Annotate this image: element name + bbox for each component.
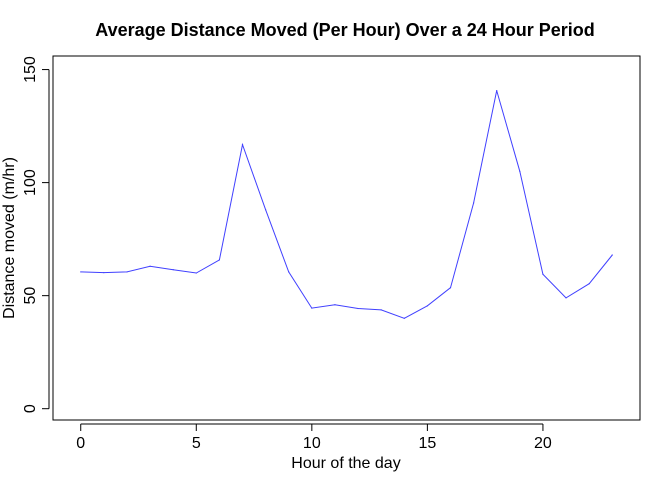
data-point bbox=[426, 305, 428, 307]
x-axis-label: Hour of the day bbox=[291, 455, 400, 472]
data-point bbox=[588, 283, 590, 285]
data-point bbox=[403, 317, 405, 319]
data-point bbox=[519, 170, 521, 172]
y-tick-label: 150 bbox=[22, 56, 39, 83]
data-point bbox=[334, 304, 336, 306]
x-tick-label: 10 bbox=[303, 435, 321, 452]
x-tick-label: 5 bbox=[192, 435, 201, 452]
data-point bbox=[565, 297, 567, 299]
data-point bbox=[195, 272, 197, 274]
series-line bbox=[80, 90, 613, 319]
data-point bbox=[288, 271, 290, 273]
x-tick-label: 15 bbox=[418, 435, 436, 452]
data-point bbox=[265, 209, 267, 211]
x-axis: 0 5 10 15 20 bbox=[76, 423, 552, 452]
chart-title: Average Distance Moved (Per Hour) Over a… bbox=[95, 20, 595, 40]
data-point bbox=[611, 254, 613, 256]
data-point bbox=[380, 309, 382, 311]
plot-frame bbox=[52, 55, 641, 421]
data-point bbox=[311, 307, 313, 309]
data-point bbox=[496, 89, 498, 92]
x-tick-label: 0 bbox=[76, 435, 85, 452]
data-point bbox=[149, 265, 151, 267]
data-point bbox=[172, 269, 174, 271]
y-tick-label: 0 bbox=[22, 404, 39, 413]
data-point bbox=[103, 271, 105, 274]
data-point bbox=[126, 271, 128, 273]
data-point bbox=[542, 273, 544, 275]
y-axis: 0 50 100 150 bbox=[22, 56, 50, 413]
data-point bbox=[449, 287, 452, 289]
x-tick-label: 20 bbox=[534, 435, 552, 452]
data-point bbox=[218, 259, 220, 261]
data-point bbox=[357, 307, 359, 310]
data-point bbox=[241, 144, 244, 146]
data-point bbox=[473, 202, 475, 204]
y-tick-label: 50 bbox=[22, 287, 39, 305]
data-points bbox=[80, 89, 613, 319]
data-point bbox=[80, 271, 82, 273]
y-axis-label: Distance moved (m/hr) bbox=[1, 157, 18, 319]
y-tick-label: 100 bbox=[22, 169, 39, 196]
